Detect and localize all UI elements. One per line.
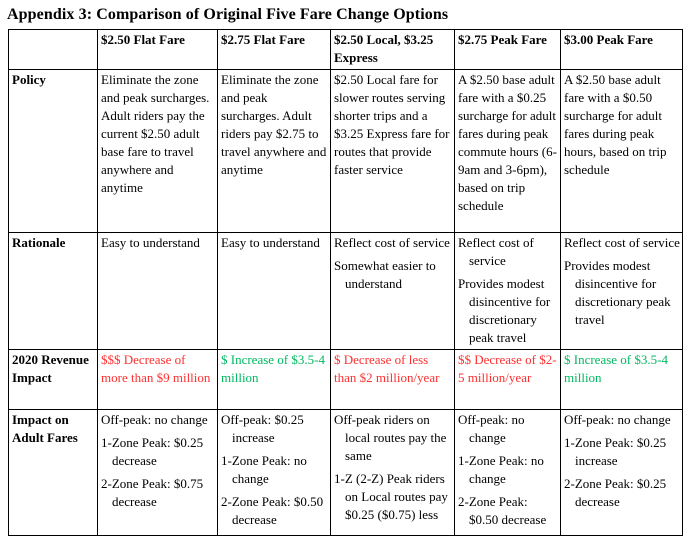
row-label: Impact on Adult Fares — [8, 409, 98, 536]
table-cell: Eliminate the zone and peak surcharges. … — [217, 69, 331, 233]
table-cell: Eliminate the zone and peak surcharges. … — [97, 69, 218, 233]
cell-paragraph: 1-Zone Peak: $0.25 increase — [564, 435, 667, 468]
table-cell: Easy to understand — [97, 232, 218, 350]
cell-paragraph: Provides modest disincentive for discret… — [564, 258, 671, 327]
cell-paragraph: 2-Zone Peak: $0.50 decrease — [221, 494, 324, 527]
column-header: $2.75 Peak Fare — [454, 29, 561, 70]
table-row: 2020 Revenue Impact $$$ Decrease of more … — [8, 349, 683, 410]
cell-paragraph: 1-Z (2-Z) Peak riders on Local routes pa… — [334, 471, 448, 522]
table-row: Impact on Adult Fares Off-peak: no change… — [8, 409, 683, 536]
cell-paragraph: A $2.50 base adult fare with a $0.50 sur… — [564, 72, 667, 177]
cell-paragraph: Eliminate the zone and peak surcharges. … — [221, 72, 327, 177]
cell-paragraph: Provides modest disincentive for discret… — [458, 276, 551, 345]
table-cell: Reflect cost of service Provides modest d… — [560, 232, 683, 350]
table-body: Policy Eliminate the zone and peak surcha… — [8, 69, 683, 536]
cell-paragraph: Off-peak: no change — [101, 412, 208, 427]
page-title: Appendix 3: Comparison of Original Five … — [7, 6, 449, 23]
table-cell: Reflect cost of service Somewhat easier t… — [330, 232, 455, 350]
cell-paragraph: $$$ Decrease of more than $9 million — [101, 352, 211, 385]
cell-paragraph: Off-peak: no change — [564, 412, 671, 427]
cell-paragraph: 1-Zone Peak: $0.25 decrease — [101, 435, 204, 468]
cell-paragraph: Reflect cost of service — [334, 235, 450, 250]
cell-paragraph: $$ Decrease of $2-5 million/year — [458, 352, 557, 385]
table-cell: $2.50 Local fare for slower routes servi… — [330, 69, 455, 233]
cell-paragraph: $ Decrease of less than $2 million/year — [334, 352, 440, 385]
cell-paragraph: 1-Zone Peak: no change — [221, 453, 307, 486]
cell-paragraph: Reflect cost of service — [564, 235, 680, 250]
row-label: Policy — [8, 69, 98, 233]
cell-paragraph: Reflect cost of service — [458, 235, 534, 268]
cell-paragraph: $2.50 Local fare for slower routes servi… — [334, 72, 450, 177]
cell-paragraph: Off-peak: no change — [458, 412, 525, 445]
table-cell: $ Increase of $3.5-4 million — [217, 349, 331, 410]
table-cell: $$$ Decrease of more than $9 million — [97, 349, 218, 410]
cell-paragraph: $ Increase of $3.5-4 million — [564, 352, 668, 385]
cell-paragraph: 2-Zone Peak: $0.50 decrease — [458, 494, 547, 527]
table-cell: Off-peak riders on local routes pay the … — [330, 409, 455, 536]
table-cell: Off-peak: $0.25 increase 1-Zone Peak: no … — [217, 409, 331, 536]
table-cell: $ Decrease of less than $2 million/year — [330, 349, 455, 410]
column-header: $2.50 Flat Fare — [97, 29, 218, 70]
table-header: $2.50 Flat Fare $2.75 Flat Fare $2.50 Loca… — [8, 29, 683, 70]
table-cell: Off-peak: no change 1-Zone Peak: no chang… — [454, 409, 561, 536]
table-row: Policy Eliminate the zone and peak surcha… — [8, 69, 683, 233]
column-header: $2.50 Local, $3.25 Express — [330, 29, 455, 70]
cell-paragraph: A $2.50 base adult fare with a $0.25 sur… — [458, 72, 557, 213]
table-cell: Reflect cost of service Provides modest d… — [454, 232, 561, 350]
table-cell: Off-peak: no change 1-Zone Peak: $0.25 de… — [97, 409, 218, 536]
cell-paragraph: Off-peak riders on local routes pay the … — [334, 412, 447, 463]
cell-paragraph: Eliminate the zone and peak surcharges. … — [101, 72, 210, 195]
table-cell: $$ Decrease of $2-5 million/year — [454, 349, 561, 410]
table-cell: $ Increase of $3.5-4 million — [560, 349, 683, 410]
table-cell: A $2.50 base adult fare with a $0.50 sur… — [560, 69, 683, 233]
cell-paragraph: 2-Zone Peak: $0.75 decrease — [101, 476, 204, 509]
cell-paragraph: 2-Zone Peak: $0.25 decrease — [564, 476, 667, 509]
column-header: $3.00 Peak Fare — [560, 29, 683, 70]
corner-cell — [8, 29, 98, 70]
column-header: $2.75 Flat Fare — [217, 29, 331, 70]
cell-paragraph: $ Increase of $3.5-4 million — [221, 352, 325, 385]
cell-paragraph: Off-peak: $0.25 increase — [221, 412, 304, 445]
row-label: 2020 Revenue Impact — [8, 349, 98, 410]
cell-paragraph: Somewhat easier to understand — [334, 258, 436, 291]
table-cell: Easy to understand — [217, 232, 331, 350]
fare-comparison-table: $2.50 Flat Fare $2.75 Flat Fare $2.50 Loca… — [8, 29, 683, 536]
cell-paragraph: Easy to understand — [221, 235, 320, 250]
row-label: Rationale — [8, 232, 98, 350]
header-row: $2.50 Flat Fare $2.75 Flat Fare $2.50 Loca… — [8, 29, 683, 70]
table-cell: A $2.50 base adult fare with a $0.25 sur… — [454, 69, 561, 233]
cell-paragraph: Easy to understand — [101, 235, 200, 250]
cell-paragraph: 1-Zone Peak: no change — [458, 453, 544, 486]
table-row: Rationale Easy to understand Easy to under… — [8, 232, 683, 350]
table-cell: Off-peak: no change 1-Zone Peak: $0.25 in… — [560, 409, 683, 536]
